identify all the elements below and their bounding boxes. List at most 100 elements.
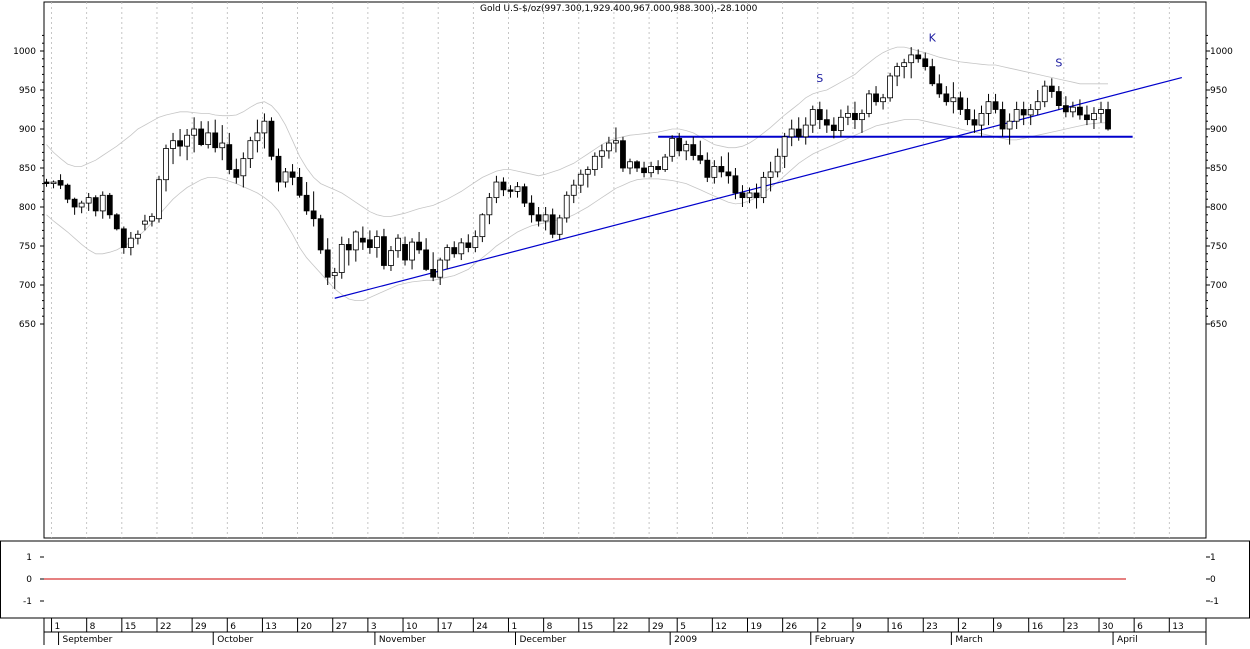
candle-body-up: [1041, 85, 1048, 103]
candle: [901, 58, 908, 79]
candle: [767, 161, 774, 192]
candle: [788, 119, 795, 147]
x-tick-label: 9: [997, 622, 1003, 632]
candle-body-down: [1048, 85, 1055, 92]
candle-body-down: [71, 198, 78, 208]
candle-body-down: [303, 194, 310, 212]
candle-body-down: [732, 175, 739, 194]
candle-body-down: [423, 249, 430, 270]
x-tick-label: 12: [715, 622, 726, 632]
candle-body-down: [676, 137, 683, 152]
candle: [985, 93, 992, 126]
candle: [577, 169, 584, 193]
candle-body-up: [837, 116, 844, 131]
candle: [570, 179, 577, 204]
candle-body-up: [570, 184, 577, 196]
candle: [465, 234, 472, 253]
x-tick-label: 3: [371, 622, 377, 632]
candle-body-down: [507, 189, 514, 192]
candle: [542, 207, 549, 231]
candle-body-up: [887, 75, 893, 99]
x-tick-label: 13: [265, 622, 276, 632]
y-tick-label-left: 750: [19, 242, 36, 252]
candle: [852, 101, 858, 129]
candle-body-down: [929, 66, 936, 85]
candle-body-up: [127, 237, 134, 248]
candle: [317, 214, 324, 254]
candle-body-down: [823, 119, 830, 126]
candle: [149, 213, 155, 227]
candle-body-down: [92, 197, 99, 212]
candle-body-down: [366, 239, 373, 248]
candle: [746, 187, 753, 204]
candle-body-down: [1077, 106, 1083, 116]
candle-body-up: [156, 179, 162, 220]
candle: [802, 117, 809, 145]
candle: [261, 113, 268, 149]
x-tick-label: 6: [230, 622, 236, 632]
candle-body-up: [577, 173, 584, 186]
candle: [1027, 104, 1034, 126]
candle-body-down: [1020, 109, 1027, 116]
candle: [908, 47, 915, 79]
candle-body-up: [802, 124, 809, 138]
candle: [240, 152, 247, 188]
candle: [795, 117, 802, 141]
x-tick-label: 24: [476, 622, 488, 632]
candle: [1069, 101, 1076, 118]
candle-body-down: [381, 236, 387, 266]
candle: [458, 238, 465, 261]
candle-body-down: [451, 247, 458, 255]
candle: [1091, 107, 1097, 129]
candle-body-up: [711, 166, 718, 178]
candle: [1084, 105, 1090, 126]
candle-body-down: [198, 128, 205, 146]
candle: [957, 91, 964, 115]
ind-tick-label-right: 1: [1210, 553, 1216, 563]
candle: [374, 230, 380, 258]
candle: [233, 158, 240, 184]
x-tick-label: 22: [160, 622, 171, 632]
candle: [563, 191, 570, 223]
ind-tick-label-right: 0: [1210, 575, 1216, 585]
candle-body-down: [725, 171, 732, 177]
candle: [1098, 101, 1104, 123]
uptrend-line: [334, 76, 1182, 299]
candle: [774, 148, 781, 178]
candle-body-down: [620, 140, 626, 169]
candle-body-up: [142, 220, 148, 225]
pattern-label: S: [1055, 57, 1062, 70]
candle: [690, 136, 697, 161]
candle: [528, 195, 535, 223]
candle: [915, 49, 922, 63]
candle: [247, 136, 254, 168]
x-tick-label: 26: [786, 622, 798, 632]
candle-body-up: [606, 142, 612, 152]
candles: [43, 47, 1111, 289]
candle: [669, 135, 676, 162]
month-label: October: [217, 635, 253, 645]
candle-body-down: [634, 161, 640, 169]
candle-body-up: [78, 202, 85, 208]
candle-body-down: [830, 124, 837, 131]
candle: [50, 180, 57, 189]
candle-body-up: [352, 231, 359, 251]
candle: [845, 105, 851, 126]
candle-body-up: [1027, 109, 1034, 116]
candle: [922, 52, 929, 71]
x-tick-label: 1: [511, 622, 517, 632]
candle-body-down: [852, 113, 858, 121]
candle: [85, 192, 92, 211]
candle-body-down: [268, 120, 275, 157]
candle-body-up: [247, 140, 254, 160]
candle: [943, 86, 950, 106]
x-tick-label: 8: [90, 622, 96, 632]
candle: [859, 109, 865, 133]
candle: [880, 93, 886, 110]
candle-body-down: [873, 93, 879, 103]
candle-body-up: [240, 158, 247, 177]
candle-body-down: [915, 54, 922, 60]
candle-body-up: [191, 128, 198, 136]
candle: [289, 164, 296, 186]
